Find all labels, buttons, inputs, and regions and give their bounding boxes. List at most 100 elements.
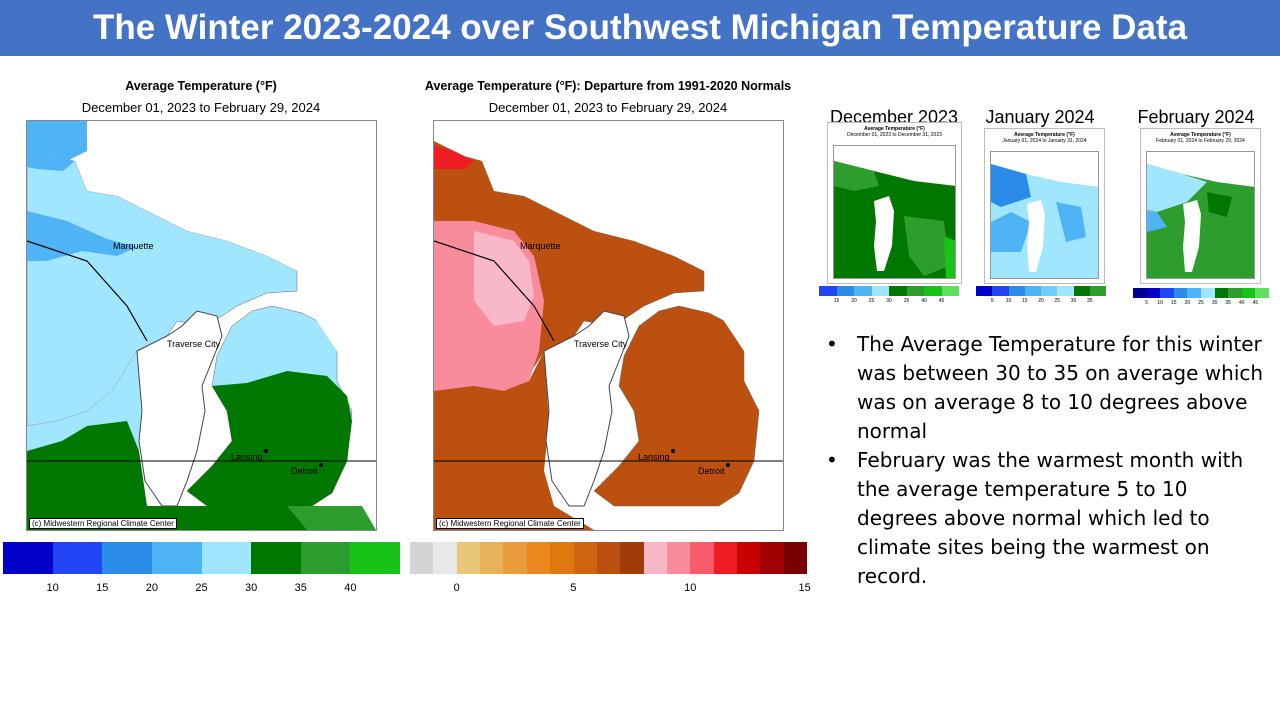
city-dot-detroit — [319, 463, 323, 467]
december-scale-swatch — [819, 286, 837, 296]
december-scale-swatch — [941, 286, 959, 296]
december-thumb-body — [833, 145, 956, 279]
dep-city-label-lansing: Lansing — [638, 452, 670, 462]
bullet-february-warmest: February was the warmest month with the … — [826, 446, 1266, 591]
january-scale-swatch — [1073, 286, 1090, 296]
december-color-scale — [819, 286, 959, 296]
dep-scale-swatch — [410, 542, 434, 574]
january-thumb-heading: Average Temperature (°F) January 01, 2024… — [985, 132, 1104, 144]
dep-scale-swatch — [480, 542, 504, 574]
dep-scale-swatch — [760, 542, 784, 574]
dep-city-dot-detroit — [726, 463, 730, 467]
dep-scale-swatch — [550, 542, 574, 574]
january-scale-tick-label: 35 — [1086, 298, 1093, 304]
avg-scale-tick-label: 40 — [344, 582, 357, 594]
january-scale-tick-label: 5 — [990, 298, 994, 304]
december-scale-tick-label: 40 — [921, 298, 927, 304]
avg-scale-swatch — [300, 542, 351, 574]
december-scale-swatch — [871, 286, 889, 296]
january-scale-swatch — [1024, 286, 1041, 296]
february-scale-swatch — [1200, 288, 1215, 298]
dep-scale-swatch — [433, 542, 457, 574]
january-scale-swatch — [976, 286, 993, 296]
dep-city-label-traverse-city: Traverse City — [574, 339, 628, 349]
dep-map-heading: Average Temperature (°F): Departure from… — [400, 79, 816, 115]
february-scale-swatch — [1241, 288, 1256, 298]
avg-scale-swatch — [3, 542, 53, 574]
february-scale-tick-label: 45 — [1252, 300, 1259, 306]
dep-scale-swatch — [783, 542, 808, 574]
avg-map-credit: (c) Midwestern Regional Climate Center — [29, 518, 177, 529]
january-scale-swatch — [1057, 286, 1074, 296]
avg-color-scale — [3, 542, 400, 574]
december-scale-swatch — [924, 286, 942, 296]
december-thumbnail-map: Average Temperature (°F) December 01, 202… — [827, 122, 962, 284]
january-thumb-title: Average Temperature (°F) — [1014, 132, 1075, 138]
dep-scale-swatch — [526, 542, 551, 574]
january-color-scale — [976, 286, 1106, 296]
slide-title: The Winter 2023-2024 over Southwest Mich… — [0, 0, 1280, 56]
february-color-scale — [1133, 288, 1269, 298]
december-scale-swatch — [889, 286, 907, 296]
city-label-lansing: Lansing — [231, 452, 263, 462]
february-thumb-heading: Average Temperature (°F) February 01, 202… — [1141, 132, 1260, 144]
dep-scale-swatch — [666, 542, 691, 574]
dep-map-title: Average Temperature (°F): Departure from… — [424, 79, 792, 93]
february-scale-swatch — [1160, 288, 1174, 298]
february-scale-swatch — [1187, 288, 1201, 298]
january-scale-swatch — [1089, 286, 1106, 296]
dep-scale-swatch — [573, 542, 597, 574]
dep-scale-swatch — [596, 542, 621, 574]
city-label-detroit: Detroit — [291, 466, 318, 476]
february-thumbnail-map: Average Temperature (°F) February 01, 202… — [1140, 128, 1261, 284]
avg-scale-swatch — [251, 542, 301, 574]
avg-scale-tick-label: 10 — [46, 582, 59, 594]
dep-scale-tick-label: 0 — [453, 582, 460, 594]
february-scale-tick-label: 30 — [1211, 300, 1218, 306]
december-scale-swatch — [836, 286, 854, 296]
february-scale-tick-label: 40 — [1239, 300, 1245, 306]
february-scale-swatch — [1173, 288, 1188, 298]
city-label-traverse-city: Traverse City — [167, 339, 221, 349]
january-scale-tick-label: 25 — [1054, 298, 1061, 304]
february-thumb-subtitle: February 01, 2024 to February 29, 2024 — [1156, 138, 1245, 144]
avg-scale-tick-label: 35 — [294, 582, 307, 594]
avg-scale-tick-label: 25 — [195, 582, 208, 594]
avg-temperature-map: Marquette Traverse City Lansing Detroit … — [26, 120, 377, 531]
february-scale-swatch — [1214, 288, 1229, 298]
avg-map-subtitle: December 01, 2023 to February 29, 2024 — [81, 100, 321, 115]
february-scale-ticks: 5 10 15 20 25 30 35 40 45 — [1133, 300, 1269, 308]
avg-scale-swatch — [52, 542, 103, 574]
dep-map-subtitle: December 01, 2023 to February 29, 2024 — [488, 100, 728, 115]
january-scale-tick-label: 20 — [1038, 298, 1044, 304]
january-thumb-subtitle: January 01, 2024 to January 31, 2024 — [1002, 138, 1087, 144]
avg-scale-tick-label: 15 — [96, 582, 109, 594]
dep-map-credit: (c) Midwestern Regional Climate Center — [436, 518, 584, 529]
avg-scale-swatch — [350, 542, 400, 574]
dep-scale-tick-label: 10 — [684, 582, 697, 594]
december-scale-tick-label: 45 — [938, 298, 945, 304]
february-scale-swatch — [1255, 288, 1269, 298]
dep-scale-tick-label: 5 — [570, 582, 577, 594]
december-scale-swatch — [906, 286, 924, 296]
dep-scale-swatch — [503, 542, 527, 574]
dep-scale-swatch — [456, 542, 481, 574]
avg-scale-swatch — [201, 542, 252, 574]
february-thumb-title: Average Temperature (°F) — [1170, 132, 1231, 138]
january-scale-tick-label: 15 — [1021, 298, 1028, 304]
dep-city-label-marquette: Marquette — [520, 241, 561, 251]
february-scale-swatch — [1228, 288, 1242, 298]
january-scale-ticks: 5 10 15 20 25 30 35 — [976, 298, 1106, 306]
avg-scale-tick-label: 30 — [245, 582, 258, 594]
dep-scale-swatch — [690, 542, 714, 574]
december-thumb-title: Average Temperature (°F) — [864, 126, 925, 132]
departure-map: Marquette Traverse City Lansing Detroit … — [433, 120, 784, 531]
december-scale-ticks: 15 20 25 30 35 40 45 — [819, 298, 959, 306]
february-scale-tick-label: 35 — [1225, 300, 1231, 306]
dep-scale-swatch — [737, 542, 761, 574]
summary-bullets: The Average Temperature for this winter … — [826, 330, 1266, 591]
december-scale-tick-label: 15 — [833, 298, 840, 304]
departure-scale-ticks: 0 5 10 15 — [410, 582, 811, 596]
dep-scale-swatch — [643, 542, 667, 574]
december-thumb-subtitle: December 01, 2023 to December 31, 2023 — [847, 132, 942, 138]
